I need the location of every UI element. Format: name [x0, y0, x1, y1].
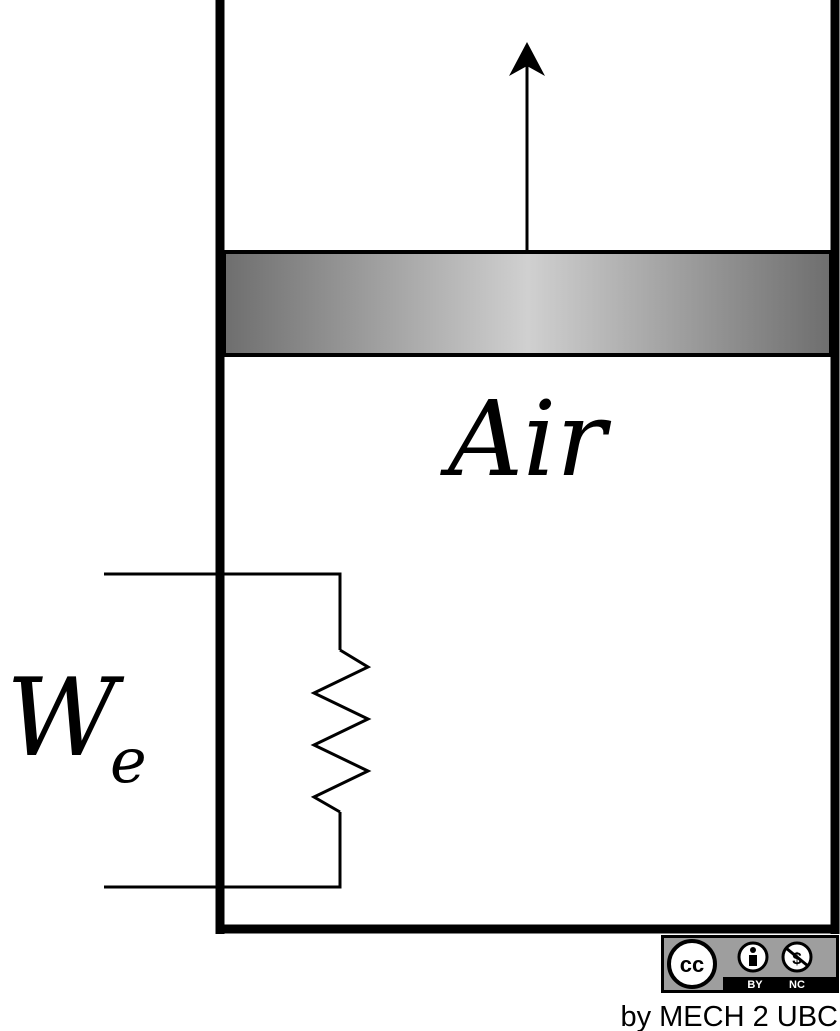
- arrow-head: [509, 42, 545, 76]
- cc-text: cc: [680, 952, 704, 977]
- bottom-wire: [104, 812, 342, 889]
- attribution-icon: [737, 941, 769, 973]
- license-badge: cc $ BY NC: [661, 935, 839, 993]
- nc-label: NC: [789, 979, 805, 991]
- cylinder: [215, 0, 840, 934]
- electrical-work-label: W: [6, 656, 125, 781]
- work-subscript: e: [110, 724, 147, 797]
- badge-label-strip: [723, 977, 836, 990]
- top-wire: [104, 572, 342, 650]
- credit-text: by MECH 2 UBC: [620, 1001, 838, 1031]
- resistor-circuit: [104, 572, 372, 889]
- cc-icon: cc: [667, 939, 717, 989]
- by-label: BY: [747, 979, 763, 991]
- noncommercial-icon: $: [781, 941, 813, 973]
- work-symbol: W: [6, 656, 125, 781]
- piston: [222, 250, 833, 357]
- piston-motion-arrow: [509, 42, 545, 252]
- air-label: Air: [440, 378, 611, 500]
- resistor-zigzag: [310, 648, 372, 814]
